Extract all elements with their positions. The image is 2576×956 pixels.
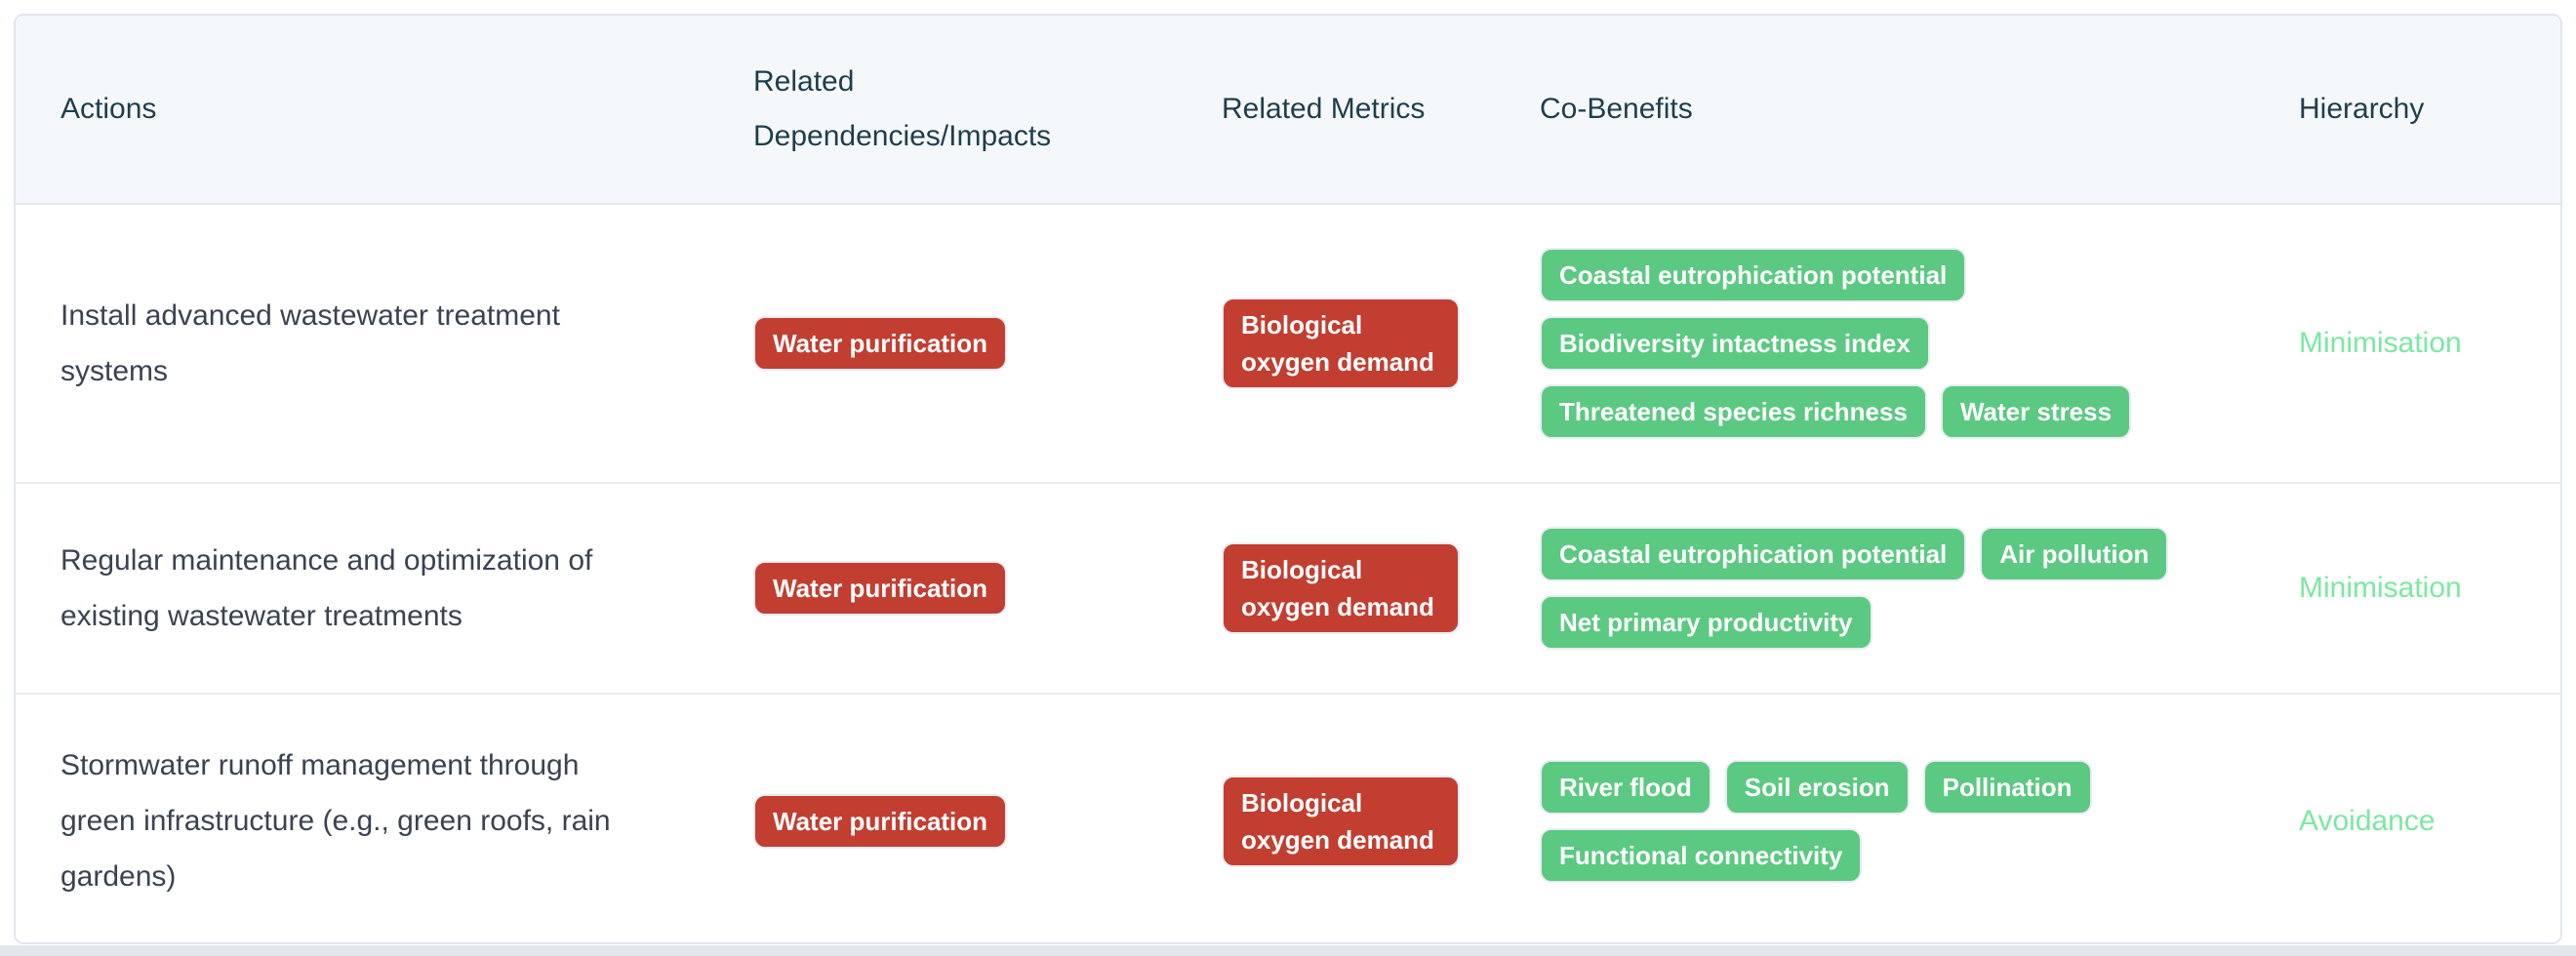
actions-table-card: Actions Related Dependencies/Impacts Rel… — [14, 14, 2562, 944]
dependencies-cell: Water purification — [753, 316, 1222, 371]
co-benefits-cell: Coastal eutrophication potential Air poll… — [1540, 527, 2299, 650]
hierarchy-label: Minimisation — [2299, 327, 2462, 359]
table-row: Regular maintenance and optimization of … — [16, 482, 2560, 693]
co-benefits-cell: Coastal eutrophication potential Biodiver… — [1540, 248, 2299, 439]
column-header-co-benefits: Co-Benefits — [1540, 93, 1693, 125]
action-text: Install advanced wastewater treatment sy… — [60, 299, 560, 387]
co-benefit-tag: Coastal eutrophication potential — [1540, 248, 1967, 302]
dependency-tag: Water purification — [753, 561, 1008, 616]
dependencies-cell: Water purification — [753, 561, 1222, 616]
hierarchy-cell: Avoidance — [2299, 802, 2560, 841]
co-benefit-tag: Threatened species richness — [1540, 384, 1927, 439]
page-bottom-edge — [0, 945, 2576, 956]
column-header-related-metrics: Related Metrics — [1222, 93, 1426, 125]
actions-cell: Stormwater runoff management through gre… — [16, 737, 753, 904]
co-benefit-tag: Air pollution — [1980, 527, 2169, 581]
table-header-row: Actions Related Dependencies/Impacts Rel… — [16, 16, 2560, 205]
co-benefit-tag: Water stress — [1940, 384, 2132, 439]
metric-tag: Biological oxygen demand — [1222, 775, 1460, 867]
table-row: Install advanced wastewater treatment sy… — [16, 205, 2560, 482]
action-text: Regular maintenance and optimization of … — [60, 544, 593, 632]
hierarchy-label: Minimisation — [2299, 572, 2462, 604]
column-header-related-dependencies-impacts: Related Dependencies/Impacts — [753, 65, 1052, 152]
actions-cell: Install advanced wastewater treatment sy… — [16, 288, 753, 399]
co-benefit-tag: Net primary productivity — [1540, 595, 1872, 650]
metric-tag: Biological oxygen demand — [1222, 298, 1460, 389]
hierarchy-label: Avoidance — [2299, 804, 2435, 837]
metrics-cell: Biological oxygen demand — [1222, 775, 1540, 867]
co-benefit-tag: Soil erosion — [1724, 759, 1910, 815]
co-benefit-tag: Biodiversity intactness index — [1540, 316, 1930, 371]
co-benefit-tag: Coastal eutrophication potential — [1540, 527, 1967, 581]
co-benefit-tag: Pollination — [1922, 759, 2092, 815]
column-header-actions: Actions — [60, 93, 157, 125]
metric-tag: Biological oxygen demand — [1222, 542, 1460, 634]
column-header-hierarchy: Hierarchy — [2299, 93, 2425, 125]
hierarchy-cell: Minimisation — [2299, 324, 2560, 363]
table-body: Install advanced wastewater treatment sy… — [16, 205, 2560, 942]
dependency-tag: Water purification — [753, 316, 1008, 371]
co-benefit-tag: Functional connectivity — [1540, 827, 1863, 883]
actions-cell: Regular maintenance and optimization of … — [16, 533, 753, 644]
metrics-cell: Biological oxygen demand — [1222, 542, 1540, 634]
action-text: Stormwater runoff management through gre… — [60, 749, 611, 893]
dependency-tag: Water purification — [753, 793, 1008, 849]
hierarchy-cell: Minimisation — [2299, 569, 2560, 608]
co-benefits-cell: River flood Soil erosion Pollination Functi… — [1540, 759, 2299, 883]
co-benefit-tag: River flood — [1540, 759, 1711, 815]
table-row: Stormwater runoff management through gre… — [16, 693, 2560, 942]
dependencies-cell: Water purification — [753, 793, 1222, 849]
metrics-cell: Biological oxygen demand — [1222, 298, 1540, 389]
